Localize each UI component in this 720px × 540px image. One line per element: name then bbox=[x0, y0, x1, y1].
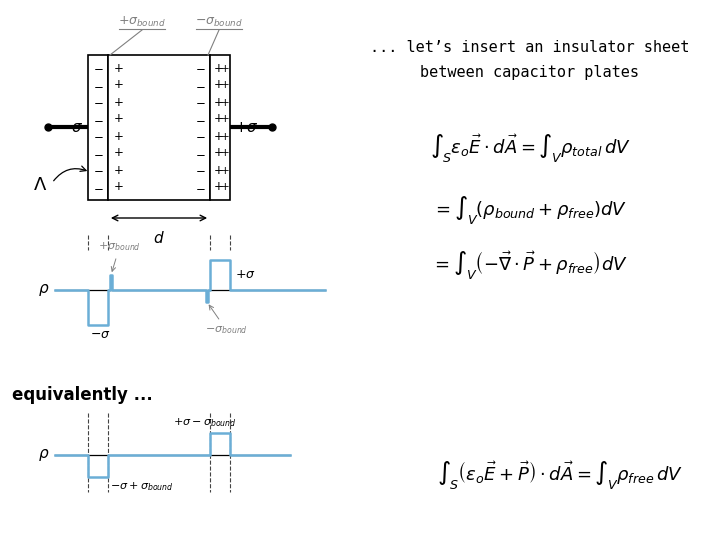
Text: $+$: $+$ bbox=[220, 131, 230, 141]
Text: $+$: $+$ bbox=[113, 130, 123, 143]
Text: $-\sigma_{bound}$: $-\sigma_{bound}$ bbox=[195, 16, 243, 29]
Text: $+$: $+$ bbox=[220, 147, 230, 159]
Bar bbox=[88, 55, 108, 200]
Text: $-$: $-$ bbox=[93, 130, 103, 143]
Text: $+$: $+$ bbox=[212, 146, 223, 159]
Text: $+$: $+$ bbox=[113, 62, 123, 75]
Text: $+\sigma_{bound}$: $+\sigma_{bound}$ bbox=[118, 15, 166, 29]
Text: $-$: $-$ bbox=[194, 180, 205, 193]
Text: $+$: $+$ bbox=[220, 113, 230, 125]
Text: $-\sigma + \sigma_{bound}$: $-\sigma + \sigma_{bound}$ bbox=[110, 481, 174, 494]
Text: $-$: $-$ bbox=[93, 78, 103, 91]
Text: $+$: $+$ bbox=[113, 164, 123, 177]
Text: $+$: $+$ bbox=[212, 180, 223, 193]
Text: $+\sigma - \sigma_{bound}$: $+\sigma - \sigma_{bound}$ bbox=[174, 416, 237, 429]
Text: $-$: $-$ bbox=[93, 164, 103, 177]
Text: $-$: $-$ bbox=[194, 78, 205, 91]
Text: $+$: $+$ bbox=[212, 62, 223, 75]
Text: $-\sigma$: $-\sigma$ bbox=[59, 119, 84, 134]
Text: $+$: $+$ bbox=[220, 79, 230, 91]
Text: $+$: $+$ bbox=[220, 165, 230, 176]
Bar bbox=[210, 55, 230, 200]
Text: $-$: $-$ bbox=[194, 146, 205, 159]
Text: $+$: $+$ bbox=[113, 96, 123, 109]
Text: $-$: $-$ bbox=[194, 62, 205, 75]
Text: $-$: $-$ bbox=[93, 96, 103, 109]
Text: $+$: $+$ bbox=[220, 63, 230, 73]
Text: $+$: $+$ bbox=[113, 78, 123, 91]
Text: $+$: $+$ bbox=[212, 96, 223, 109]
Text: $+$: $+$ bbox=[212, 130, 223, 143]
Text: $+$: $+$ bbox=[113, 112, 123, 125]
Text: $+$: $+$ bbox=[220, 97, 230, 107]
Text: $-$: $-$ bbox=[93, 180, 103, 193]
Text: equivalently ...: equivalently ... bbox=[12, 386, 153, 404]
Text: $-$: $-$ bbox=[93, 62, 103, 75]
Text: $+$: $+$ bbox=[220, 181, 230, 192]
Text: $-$: $-$ bbox=[93, 112, 103, 125]
Text: $= \int_V \left(-\vec{\nabla} \cdot \vec{P} + \rho_{free}\right) dV$: $= \int_V \left(-\vec{\nabla} \cdot \vec… bbox=[431, 249, 629, 281]
Text: ... let’s insert an insulator sheet: ... let’s insert an insulator sheet bbox=[370, 40, 690, 56]
Text: $-$: $-$ bbox=[194, 130, 205, 143]
Text: $+$: $+$ bbox=[212, 112, 223, 125]
Text: $+$: $+$ bbox=[212, 164, 223, 177]
Text: $-$: $-$ bbox=[93, 146, 103, 159]
Text: between capacitor plates: between capacitor plates bbox=[420, 64, 639, 79]
Bar bbox=[108, 55, 210, 200]
Text: $+$: $+$ bbox=[113, 146, 123, 159]
Text: $-$: $-$ bbox=[194, 164, 205, 177]
Text: $\int_S \epsilon_o \vec{E} \cdot d\vec{A} = \int_V \rho_{total}\,dV$: $\int_S \epsilon_o \vec{E} \cdot d\vec{A… bbox=[430, 132, 631, 164]
Text: $-$: $-$ bbox=[194, 96, 205, 109]
Text: $+$: $+$ bbox=[212, 78, 223, 91]
Text: $+\sigma_{bound}$: $+\sigma_{bound}$ bbox=[98, 241, 141, 271]
Text: $\rho$: $\rho$ bbox=[38, 282, 50, 298]
Text: $\rho$: $\rho$ bbox=[38, 447, 50, 463]
Text: $\int_S \left(\epsilon_o \vec{E} + \vec{P}\right) \cdot d\vec{A} = \int_V \rho_{: $\int_S \left(\epsilon_o \vec{E} + \vec{… bbox=[437, 459, 683, 491]
Text: $\Lambda$: $\Lambda$ bbox=[33, 176, 47, 194]
Text: $-$: $-$ bbox=[194, 112, 205, 125]
Text: $-\sigma$: $-\sigma$ bbox=[90, 328, 111, 341]
Text: $d$: $d$ bbox=[153, 230, 165, 246]
Text: $+$: $+$ bbox=[113, 180, 123, 193]
Text: $= \int_V \left(\rho_{bound} + \rho_{free}\right) dV$: $= \int_V \left(\rho_{bound} + \rho_{fre… bbox=[433, 194, 628, 226]
Text: $+\sigma$: $+\sigma$ bbox=[235, 268, 256, 281]
Text: $+\sigma$: $+\sigma$ bbox=[234, 119, 258, 134]
Text: $-\sigma_{bound}$: $-\sigma_{bound}$ bbox=[205, 305, 248, 336]
